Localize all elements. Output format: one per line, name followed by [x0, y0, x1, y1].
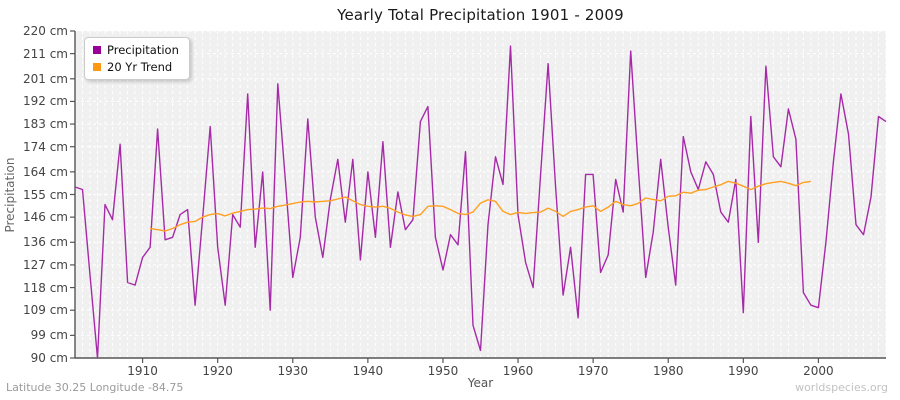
- x-tick-label: 1970: [577, 364, 609, 378]
- y-tick-label: 118 cm: [22, 280, 68, 295]
- legend-item-20-yr-trend: 20 Yr Trend: [93, 60, 179, 74]
- x-tick-label: 2000: [803, 364, 834, 378]
- y-tick-label: 192 cm: [22, 94, 68, 109]
- y-tick-label: 127 cm: [22, 257, 68, 272]
- y-tick-label: 201 cm: [22, 71, 68, 86]
- y-tick-label: 99 cm: [30, 328, 68, 343]
- watermark: worldspecies.org: [795, 381, 888, 394]
- x-tick-label: 1930: [277, 364, 309, 378]
- x-tick-label: 1960: [502, 364, 534, 378]
- y-tick-label: 183 cm: [22, 117, 68, 132]
- x-tick-label: 1980: [652, 364, 684, 378]
- chart-title: Yearly Total Precipitation 1901 - 2009: [337, 6, 624, 24]
- y-tick-label: 90 cm: [30, 351, 68, 365]
- legend-swatch-icon: [93, 46, 101, 54]
- legend-swatch-icon: [93, 63, 101, 71]
- x-tick-label: 1920: [202, 364, 233, 378]
- legend-label: 20 Yr Trend: [107, 60, 173, 74]
- y-tick-label: 109 cm: [22, 303, 68, 318]
- y-tick-label: 136 cm: [22, 235, 68, 250]
- legend-label: Precipitation: [107, 43, 179, 57]
- x-tick-label: 1910: [127, 364, 158, 378]
- legend: Precipitation 20 Yr Trend: [84, 37, 190, 80]
- x-tick-label: 1940: [352, 364, 384, 378]
- legend-item-precipitation: Precipitation: [93, 43, 179, 57]
- precipitation-line: [74, 45, 887, 359]
- coordinates-caption: Latitude 30.25 Longitude -84.75: [6, 381, 184, 394]
- trend-line: [149, 180, 811, 232]
- y-tick-label: 211 cm: [22, 46, 68, 61]
- x-axis-title: Year: [467, 376, 494, 390]
- y-tick-label: 174 cm: [22, 139, 68, 154]
- y-tick-label: 155 cm: [22, 187, 68, 202]
- x-tick-label: 1950: [427, 364, 459, 378]
- y-tick-label: 164 cm: [22, 164, 68, 179]
- y-tick-label: 220 cm: [22, 24, 68, 38]
- x-tick-label: 1990: [728, 364, 759, 378]
- y-tick-label: 146 cm: [22, 210, 68, 225]
